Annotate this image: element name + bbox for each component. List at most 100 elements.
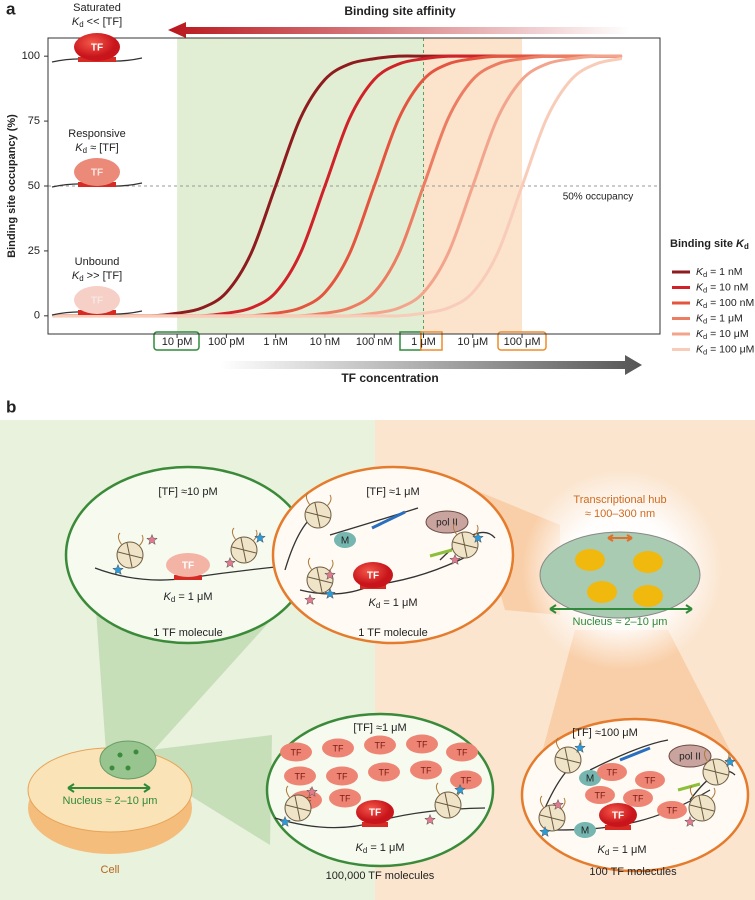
tf [166, 553, 210, 577]
hub [587, 581, 617, 603]
hub [633, 585, 663, 607]
tf [74, 33, 120, 61]
free-tf [657, 801, 687, 819]
free-tf [410, 760, 442, 780]
kd: Kd = 1 μM [369, 597, 418, 610]
binding-site [362, 822, 388, 827]
kd: Kd = 1 μM [164, 591, 213, 604]
histone-tail [117, 532, 144, 547]
highlight-box [420, 331, 443, 351]
enhancer [371, 510, 406, 530]
dot [133, 749, 139, 755]
nucleosome-wrap [435, 792, 461, 818]
histone-tail [703, 749, 730, 764]
hub [575, 549, 605, 571]
modification-star [306, 785, 318, 797]
free-tf [364, 735, 396, 755]
modification-star [146, 533, 158, 545]
nucleosome-wrap [231, 537, 257, 563]
free-tf-label: TF [461, 775, 472, 785]
modification-star [254, 531, 266, 543]
nucleosome [538, 795, 566, 832]
y-tick-label: 50 [28, 180, 40, 192]
free-tf-label: TF [645, 775, 656, 785]
free-tf [368, 762, 400, 782]
legend-label: Kd = 100 nM [696, 297, 754, 310]
cell-label: Cell [101, 864, 120, 876]
free-tf-label: TF [421, 765, 432, 775]
free-tf [326, 766, 358, 786]
legend-label: Kd = 1 μM [696, 312, 743, 325]
modification-star [574, 741, 586, 753]
modification-star [552, 798, 564, 810]
concentration: [TF] ≈1 μM [366, 486, 419, 498]
x-tick-label: 1 μM [411, 336, 436, 348]
hub-size: ≈ 100–300 nm [585, 508, 655, 520]
nucleosome-wrap [703, 759, 729, 785]
nucleosome [451, 522, 479, 559]
free-tf [597, 763, 627, 781]
nucleosome-wrap [285, 795, 311, 821]
hub-title: Transcriptional hub [573, 494, 666, 506]
caption: 1 TF molecule [358, 627, 428, 639]
free-tf-label: TF [667, 805, 678, 815]
free-tf-label: TF [295, 771, 306, 781]
panel-a: a Binding site affinity TF concentration… [6, 0, 755, 385]
binding-site [605, 825, 631, 830]
promoter [677, 782, 701, 792]
panel-label: b [6, 397, 16, 416]
pol-ii [668, 744, 712, 768]
state-relation: Kd >> [TF] [72, 270, 122, 283]
free-tf [280, 742, 312, 762]
nucleosome [688, 785, 716, 822]
enhancer [619, 746, 651, 762]
pol-label: pol II [679, 752, 701, 763]
nucleosome-wrap [305, 502, 331, 528]
modification-star [424, 813, 436, 825]
tf-label: TF [612, 811, 624, 822]
dot [125, 765, 131, 771]
nucleosome-wrap [689, 795, 715, 821]
nucleosome-wrap [452, 532, 478, 558]
size-arrow [607, 534, 633, 542]
dna [284, 507, 496, 595]
affinity-arrow [168, 22, 630, 38]
nucleosome-wrap [117, 542, 143, 568]
modification-star [279, 815, 291, 827]
free-tf-label: TF [333, 743, 344, 753]
affinity-label: Binding site affinity [344, 4, 456, 18]
x-axis-label: TF concentration [341, 371, 438, 385]
legend-label: Kd = 1 nM [696, 266, 743, 279]
m-label: M [586, 774, 594, 785]
y-tick-label: 75 [28, 115, 40, 127]
m-label: M [341, 536, 349, 547]
modification-star [224, 556, 236, 568]
y-axis-label: Binding site occupancy (%) [6, 114, 18, 258]
modification-star [472, 531, 484, 543]
legend-label: Kd = 10 nM [696, 281, 748, 294]
modification-star [449, 553, 461, 565]
free-tf [446, 742, 478, 762]
legend-title: Binding site Kd [670, 238, 749, 251]
state-name: Saturated [73, 2, 121, 14]
concentration: [TF] ≈100 μM [572, 727, 638, 739]
dna [539, 739, 736, 831]
free-tf [450, 770, 482, 790]
histone-tail [231, 527, 258, 542]
reference-label: 50% occupancy [563, 192, 634, 203]
free-tf [623, 789, 653, 807]
free-tf [322, 738, 354, 758]
tf [599, 803, 637, 827]
concentration-arrow [220, 355, 642, 375]
tf [74, 286, 120, 314]
nucleosome-wrap [539, 805, 565, 831]
y-tick-label: 0 [34, 310, 40, 322]
legend-label: Kd = 10 μM [696, 328, 749, 341]
nucleosome-wrap [555, 747, 581, 773]
free-tf [585, 786, 615, 804]
modification-star [724, 755, 736, 767]
tf-label: TF [367, 571, 379, 582]
free-tf [329, 788, 361, 808]
panel-b: b TF [TF] ≈10 pM Kd = 1 μM 1 TF molecule… [0, 397, 755, 900]
nucleus [99, 740, 157, 780]
